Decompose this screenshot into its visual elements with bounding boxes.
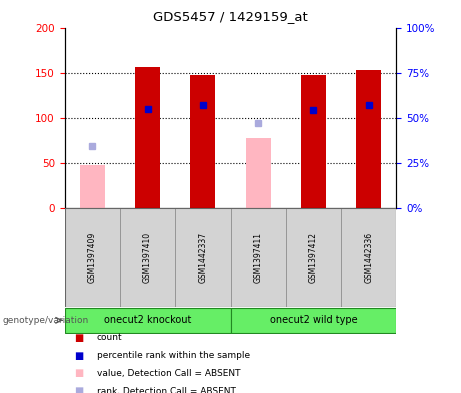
Text: GDS5457 / 1429159_at: GDS5457 / 1429159_at — [153, 10, 308, 23]
Text: GSM1397410: GSM1397410 — [143, 232, 152, 283]
Text: GSM1397411: GSM1397411 — [254, 232, 263, 283]
Bar — [246, 138, 271, 208]
Text: ■: ■ — [74, 386, 83, 393]
Bar — [356, 70, 381, 208]
Bar — [341, 208, 396, 307]
Text: GSM1397409: GSM1397409 — [88, 232, 97, 283]
Bar — [286, 208, 341, 307]
Text: ■: ■ — [74, 351, 83, 361]
Bar — [65, 208, 120, 307]
Bar — [135, 67, 160, 208]
Text: GSM1397412: GSM1397412 — [309, 232, 318, 283]
Text: GSM1442336: GSM1442336 — [364, 232, 373, 283]
Text: genotype/variation: genotype/variation — [2, 316, 89, 325]
Bar — [230, 208, 286, 307]
Bar — [230, 308, 396, 332]
Bar — [65, 308, 230, 332]
Bar — [80, 165, 105, 208]
Bar — [120, 208, 175, 307]
Bar — [301, 75, 326, 208]
Bar — [190, 75, 215, 208]
Text: ■: ■ — [74, 333, 83, 343]
Text: onecut2 wild type: onecut2 wild type — [270, 315, 357, 325]
Bar — [175, 208, 230, 307]
Text: GSM1442337: GSM1442337 — [198, 232, 207, 283]
Text: count: count — [97, 334, 123, 342]
Text: ■: ■ — [74, 368, 83, 378]
Text: value, Detection Call = ABSENT: value, Detection Call = ABSENT — [97, 369, 240, 378]
Text: percentile rank within the sample: percentile rank within the sample — [97, 351, 250, 360]
Text: rank, Detection Call = ABSENT: rank, Detection Call = ABSENT — [97, 387, 236, 393]
Text: onecut2 knockout: onecut2 knockout — [104, 315, 191, 325]
